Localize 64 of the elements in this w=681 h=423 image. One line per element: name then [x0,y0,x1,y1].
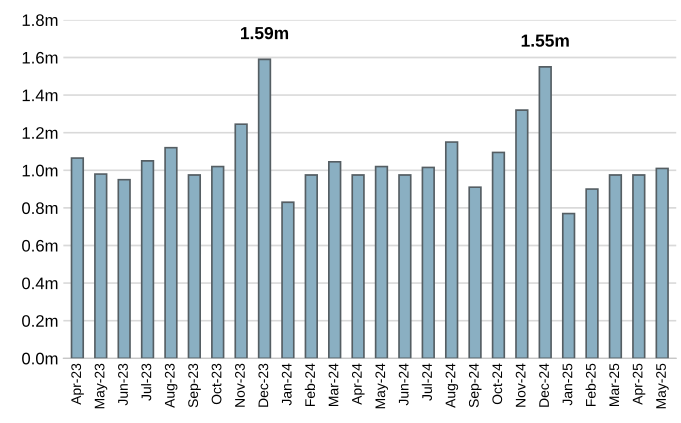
bar [188,174,202,358]
bar [468,186,482,358]
x-tick-label: Apr-23 [71,364,84,405]
x-tick-label: Jul-24 [422,364,432,401]
x-tick-label: Sep-24 [468,364,482,408]
x-tick-label: Mar-24 [328,364,338,406]
y-tick-label: 0.2m [22,315,58,327]
x-tick-label: Nov-23 [235,364,245,407]
bar [608,174,622,358]
x-tick-label: Oct-24 [492,364,502,404]
bar [140,160,154,358]
x-tick-label: Feb-25 [586,364,596,406]
data-label: 1.59m [240,26,288,40]
bar [632,174,646,358]
bar [374,166,388,358]
x-tick-label: Apr-25 [632,364,646,405]
bar [211,166,224,358]
bar [562,212,576,358]
bar [164,146,178,358]
bar [398,174,412,358]
bar [328,160,342,358]
x-tick-label: May-25 [656,364,669,408]
bar [422,166,435,358]
y-tick-label: 0.0m [22,352,58,364]
y-tick-label: 1.0m [22,164,58,176]
x-tick-label: Jun-24 [398,364,409,406]
bar [492,152,506,358]
bar [656,168,669,358]
x-tick-label: Dec-24 [539,364,549,407]
bar [538,66,552,358]
x-tick-label: Jan-24 [282,364,292,406]
x-tick-label: Aug-24 [446,364,458,408]
bar [234,123,248,358]
x-tick-label: May-23 [94,364,108,408]
bar [70,157,84,358]
x-tick-label: Aug-23 [164,364,178,408]
x-tick-label: Feb-24 [304,364,316,406]
y-tick-label: 1.6m [22,52,58,64]
y-tick-label: 1.4m [22,90,58,102]
x-tick-label: Mar-25 [609,364,620,406]
x-tick-label: Oct-23 [212,364,222,404]
x-tick-label: Nov-24 [516,364,526,407]
bar [351,174,365,358]
bar [117,178,131,358]
y-tick-label: 1.8m [22,14,58,26]
y-tick-label: 0.4m [22,277,58,290]
bar [304,174,318,358]
x-tick-label: Dec-23 [258,364,268,407]
x-tick-label: Jan-25 [562,364,572,406]
x-tick-label: May-24 [375,364,388,408]
bar [94,173,108,358]
x-tick-label: Sep-23 [188,364,201,408]
x-tick-label: Jun-23 [118,364,128,406]
y-tick-label: 0.8m [22,202,58,214]
bar [585,188,599,358]
bar [444,141,458,358]
bar [258,58,272,358]
x-tick-label: Jul-23 [141,364,152,401]
data-label: 1.55m [522,34,569,47]
bar [281,201,295,358]
bar [515,109,529,358]
x-tick-label: Apr-24 [352,364,365,405]
y-tick-label: 1.2m [22,127,58,139]
y-tick-label: 0.6m [22,240,58,252]
